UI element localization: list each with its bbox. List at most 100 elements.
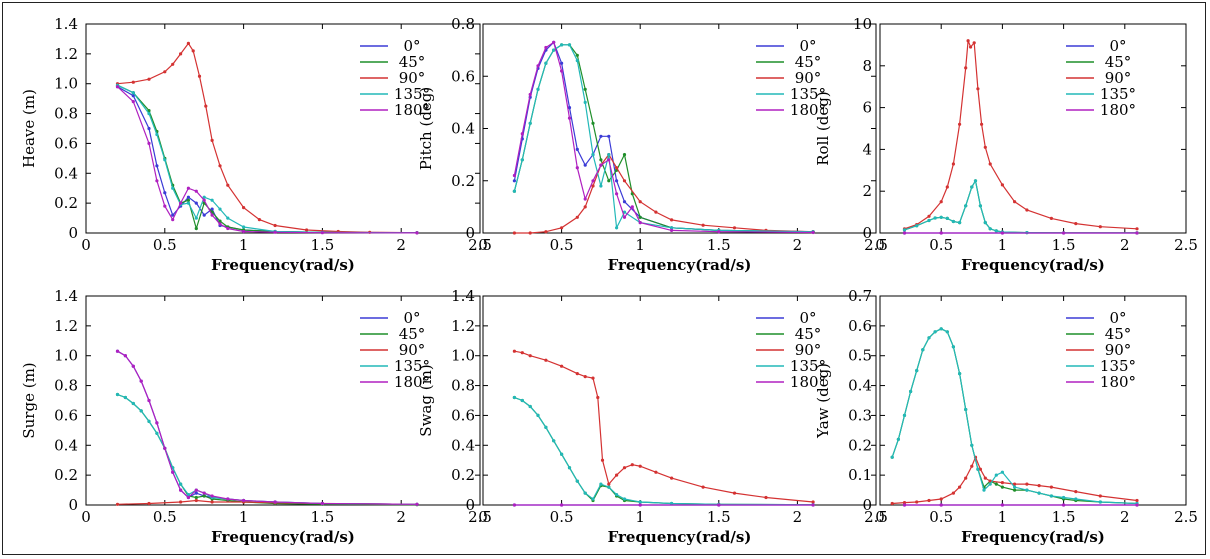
chart-panel-2: 0 0.5 1 1.5 2 2.500.20.40.60.8Frequency(rad/s… (417, 15, 888, 274)
y-tick-label: 1.4 (451, 287, 475, 305)
data-point (933, 330, 937, 334)
data-point (123, 354, 127, 358)
legend-label: 45° (399, 53, 426, 71)
series-line-45 (513, 44, 814, 233)
data-point (701, 485, 705, 489)
data-point (717, 230, 721, 234)
data-point (982, 488, 986, 492)
data-point (583, 205, 587, 209)
data-point (622, 497, 627, 501)
data-point (583, 100, 587, 104)
data-point (902, 501, 907, 505)
y-tick-label: 0.2 (848, 436, 872, 454)
y-tick-label: 0.2 (451, 466, 475, 484)
series-line-135 (891, 328, 1138, 505)
x-tick-label: 2.5 (1174, 508, 1198, 526)
y-tick-label: 0 (862, 496, 872, 514)
data-point (927, 336, 931, 340)
data-point (622, 153, 627, 157)
x-tick-label: 2.5 (864, 236, 888, 254)
data-point (1013, 482, 1017, 486)
legend-label: 45° (795, 53, 822, 71)
data-point (560, 452, 564, 456)
data-point (147, 126, 151, 131)
y-tick-label: 0.4 (54, 164, 78, 182)
y-axis-label: Yaw (deg) (814, 363, 832, 439)
data-point (218, 164, 222, 168)
data-point (536, 413, 540, 417)
x-axis-label: Frequency(rad/s) (961, 528, 1105, 546)
data-point (560, 69, 564, 73)
legend-label: 0° (403, 309, 420, 327)
series-line-45 (117, 84, 418, 234)
data-point (273, 500, 277, 504)
series-line-135 (513, 44, 814, 233)
data-point (171, 62, 175, 66)
data-point (218, 207, 222, 211)
data-point (575, 479, 579, 483)
legend-label: 0° (799, 37, 816, 55)
data-point (194, 495, 198, 500)
data-point (560, 503, 564, 507)
y-tick-label: 1.4 (54, 15, 78, 33)
legend-label: 45° (795, 325, 822, 343)
plot-area-frame (85, 295, 481, 506)
data-point (939, 200, 943, 204)
data-point (320, 501, 324, 506)
data-point (951, 162, 956, 166)
data-point (210, 138, 214, 142)
data-point (194, 498, 198, 503)
x-axis-label: Frequency(rad/s) (211, 256, 355, 274)
y-tick-label: 0.8 (54, 377, 78, 395)
data-point (560, 43, 564, 47)
data-point (983, 145, 987, 149)
data-point (638, 221, 642, 225)
data-point (520, 351, 524, 355)
data-point (1000, 503, 1005, 507)
data-point (951, 345, 956, 349)
data-point (980, 122, 984, 126)
y-axis-label: Heave (m) (20, 89, 38, 168)
data-point (622, 200, 627, 204)
data-point (927, 214, 931, 218)
data-point (615, 473, 619, 477)
data-point (575, 53, 579, 57)
data-point (115, 502, 120, 506)
data-point (607, 153, 611, 157)
data-point (194, 216, 198, 220)
data-point (202, 198, 206, 202)
data-point (242, 229, 246, 234)
data-point (988, 162, 992, 166)
data-point (615, 226, 619, 230)
data-point (978, 467, 983, 471)
data-point (638, 503, 642, 507)
data-point (155, 132, 159, 137)
y-tick-label: 0.2 (54, 194, 78, 212)
y-tick-label: 10 (853, 15, 872, 33)
data-point (902, 231, 907, 235)
data-point (615, 192, 619, 196)
series-line-0 (513, 41, 814, 233)
data-point (115, 349, 120, 353)
data-point (1062, 495, 1066, 500)
data-point (939, 327, 943, 331)
series-line-90 (514, 350, 814, 503)
data-point (638, 500, 642, 504)
data-point (544, 358, 548, 362)
legend-label: 45° (399, 325, 426, 343)
y-tick-label: 0.3 (848, 406, 872, 424)
data-point (583, 87, 587, 91)
data-point (242, 498, 246, 503)
legend-label: 0° (799, 309, 816, 327)
data-point (622, 215, 627, 219)
data-point (320, 231, 324, 235)
chart-panel-1: 0 0.5 1 1.5 2 2.500.20.40.60.81.01.21.4Freque… (20, 15, 492, 274)
x-tick-label: 2.5 (864, 508, 888, 526)
data-point (622, 466, 627, 470)
data-point (915, 369, 919, 373)
x-tick-label: 1 (998, 508, 1008, 526)
data-point (1049, 494, 1053, 498)
data-point (945, 330, 949, 334)
data-point (964, 476, 968, 480)
y-tick-label: 0.7 (848, 287, 872, 305)
